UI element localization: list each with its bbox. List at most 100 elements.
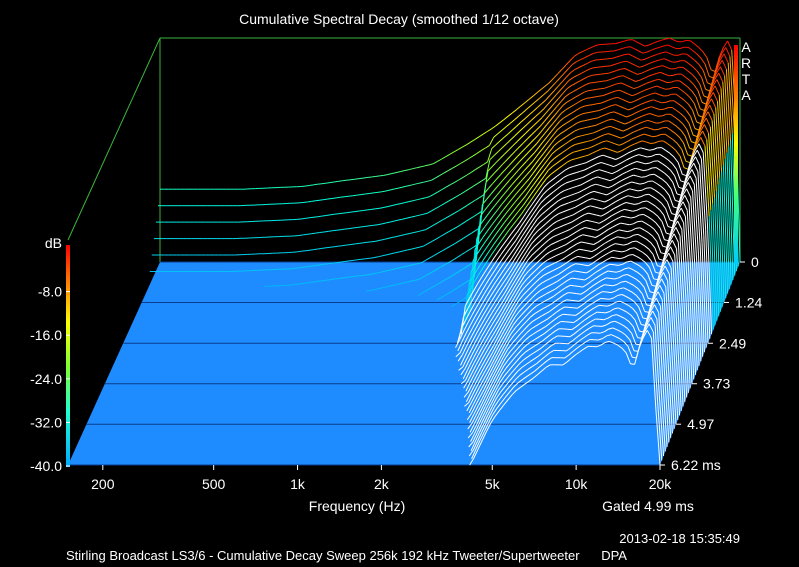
- waterfall-trace-segment: [693, 162, 699, 172]
- waterfall-trace-segment: [559, 251, 565, 255]
- waterfall-trace-segment: [423, 243, 429, 247]
- waterfall-trace-segment: [445, 292, 450, 296]
- waterfall-trace-segment: [439, 172, 445, 176]
- waterfall-trace-segment: [338, 180, 343, 182]
- waterfall-trace-segment: [464, 347, 470, 357]
- waterfall-trace-segment: [502, 174, 508, 181]
- waterfall-trace-segment: [552, 335, 558, 339]
- waterfall-trace-segment: [652, 310, 658, 320]
- waterfall-trace-segment: [664, 376, 670, 443]
- waterfall-trace-segment: [606, 334, 612, 337]
- waterfall-trace-segment: [479, 431, 485, 441]
- waterfall-trace-segment: [605, 311, 610, 314]
- waterfall-trace-segment: [487, 398, 493, 407]
- waterfall-trace-segment: [514, 146, 520, 152]
- waterfall-trace-segment: [473, 296, 479, 305]
- waterfall-trace-segment: [564, 80, 570, 86]
- waterfall-trace-segment: [563, 174, 569, 179]
- waterfall-trace-segment: [491, 161, 497, 167]
- waterfall-trace-segment: [489, 363, 495, 373]
- waterfall-trace-segment: [444, 261, 450, 266]
- waterfall-trace-segment: [526, 169, 532, 176]
- waterfall-trace-segment: [648, 297, 653, 300]
- waterfall-trace-segment: [655, 167, 661, 171]
- waterfall-trace-segment: [686, 53, 692, 58]
- waterfall-trace-segment: [693, 184, 699, 255]
- waterfall-trace-segment: [559, 177, 564, 182]
- waterfall-trace-segment: [615, 335, 620, 339]
- waterfall-trace-segment: [472, 432, 478, 443]
- waterfall-trace-segment: [612, 70, 617, 73]
- waterfall-trace-segment: [466, 337, 472, 347]
- waterfall-trace-segment: [466, 413, 472, 421]
- waterfall-trace-segment: [621, 190, 626, 194]
- waterfall-trace-segment: [667, 280, 673, 351]
- waterfall-trace-segment: [392, 267, 398, 270]
- time-axis-ticks: 01.242.493.734.976.22 ms: [660, 254, 763, 473]
- waterfall-trace-segment: [303, 233, 308, 236]
- waterfall-trace-segment: [584, 180, 590, 184]
- waterfall-trace-segment: [387, 205, 393, 207]
- waterfall-trace-segment: [670, 246, 676, 256]
- waterfall-trace-segment: [690, 150, 696, 161]
- waterfall-trace-segment: [429, 254, 435, 259]
- waterfall-trace-segment: [519, 156, 525, 162]
- waterfall-trace-segment: [593, 176, 598, 179]
- waterfall-trace-segment: [388, 268, 393, 271]
- waterfall-trace-segment: [633, 86, 639, 90]
- waterfall-trace-segment: [396, 267, 402, 269]
- waterfall-trace-segment: [629, 339, 635, 351]
- waterfall-trace-segment: [670, 113, 675, 118]
- waterfall-trace-segment: [542, 136, 548, 143]
- waterfall-trace-segment: [570, 238, 575, 243]
- waterfall-trace-segment: [633, 350, 639, 352]
- waterfall-trace-segment: [618, 229, 624, 232]
- waterfall-trace-segment: [613, 250, 618, 252]
- waterfall-trace-segment: [587, 139, 593, 142]
- waterfall-trace-segment: [430, 285, 435, 289]
- waterfall-trace-segment: [643, 229, 649, 234]
- waterfall-trace-segment: [489, 303, 495, 311]
- waterfall-trace-segment: [478, 406, 484, 416]
- waterfall-trace-segment: [567, 340, 573, 345]
- waterfall-trace-segment: [603, 170, 608, 173]
- waterfall-trace-segment: [485, 406, 491, 416]
- waterfall-trace-segment: [575, 323, 581, 328]
- waterfall-trace-segment: [616, 68, 621, 71]
- waterfall-trace-segment: [524, 336, 530, 341]
- waterfall-trace-segment: [532, 208, 538, 216]
- waterfall-trace-segment: [488, 381, 494, 390]
- waterfall-trace-segment: [701, 101, 707, 105]
- waterfall-trace-segment: [498, 301, 504, 309]
- waterfall-trace-segment: [706, 139, 712, 211]
- waterfall-trace-segment: [493, 296, 499, 304]
- waterfall-trace-segment: [494, 275, 501, 283]
- waterfall-trace-segment: [570, 69, 575, 74]
- waterfall-trace-segment: [556, 172, 562, 177]
- waterfall-trace-segment: [329, 181, 335, 184]
- waterfall-trace-segment: [647, 310, 654, 319]
- waterfall-trace-segment: [618, 322, 624, 326]
- waterfall-trace-segment: [638, 201, 644, 205]
- waterfall-trace-segment: [472, 268, 478, 277]
- waterfall-trace-segment: [356, 194, 362, 196]
- waterfall-trace-segment: [498, 394, 504, 401]
- waterfall-trace-segment: [636, 207, 642, 211]
- waterfall-trace-segment: [665, 241, 671, 252]
- waterfall-trace-segment: [672, 107, 677, 111]
- waterfall-trace-segment: [480, 147, 486, 152]
- waterfall-trace-segment: [507, 306, 513, 315]
- waterfall-trace-segment: [630, 62, 636, 66]
- waterfall-trace-segment: [579, 309, 585, 314]
- waterfall-trace-segment: [578, 337, 584, 342]
- waterfall-trace-segment: [539, 121, 545, 127]
- waterfall-trace-segment: [530, 325, 536, 330]
- waterfall-trace-segment: [600, 297, 606, 300]
- waterfall-trace-segment: [651, 48, 656, 51]
- waterfall-trace-segment: [667, 143, 672, 148]
- waterfall-trace-segment: [483, 422, 489, 432]
- waterfall-trace-segment: [480, 359, 486, 368]
- waterfall-trace-segment: [483, 161, 488, 165]
- waterfall-trace-segment: [532, 92, 538, 97]
- waterfall-trace-segment: [379, 206, 385, 209]
